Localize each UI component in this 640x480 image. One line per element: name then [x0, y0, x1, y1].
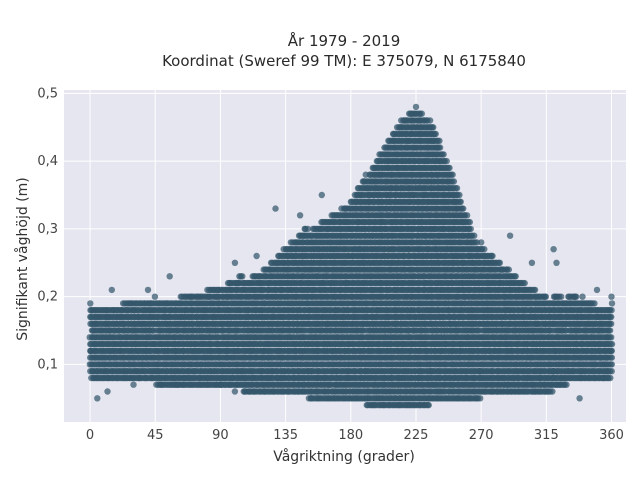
- data-point: [151, 293, 159, 300]
- data-points: [86, 103, 616, 409]
- chart-title-line1: År 1979 - 2019: [288, 31, 401, 50]
- data-point: [412, 103, 420, 111]
- chart-title-line2: Koordinat (Sweref 99 TM): E 375079, N 61…: [162, 52, 526, 70]
- data-point: [239, 273, 246, 280]
- data-point: [87, 300, 94, 307]
